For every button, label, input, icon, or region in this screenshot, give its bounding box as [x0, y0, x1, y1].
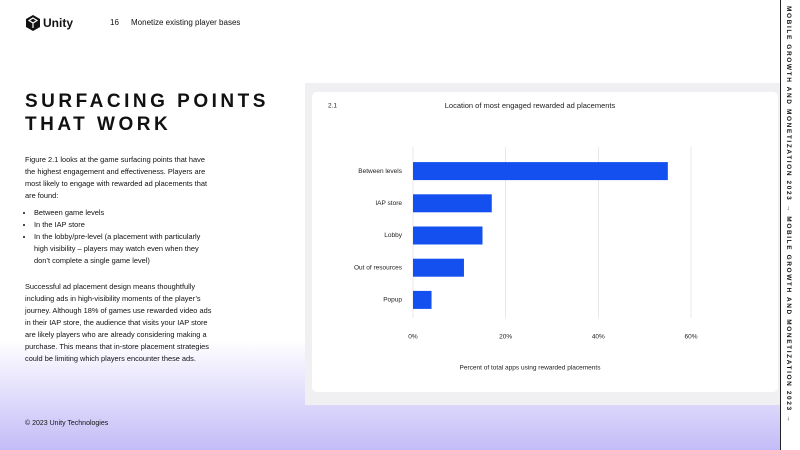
divider	[780, 0, 781, 450]
bar	[413, 258, 464, 277]
heading: SURFACING POINTS THAT WORK	[25, 90, 269, 136]
section-title: Monetize existing player bases	[131, 18, 241, 27]
bar	[413, 162, 668, 181]
body-text: Successful ad placement design means tho…	[25, 282, 212, 363]
x-axis-label: Percent of total apps using rewarded pla…	[460, 365, 602, 372]
category-label: Lobby	[384, 232, 402, 239]
x-tick-label: 40%	[592, 334, 605, 341]
chart: 2.1 Location of most engaged rewarded ad…	[328, 101, 698, 372]
x-tick-label: 20%	[499, 334, 512, 341]
logo-icon	[26, 15, 40, 31]
chart-title: Location of most engaged rewarded ad pla…	[445, 101, 616, 110]
bar	[413, 290, 432, 309]
x-tick-label: 60%	[684, 334, 697, 341]
chart-card: 2.1 Location of most engaged rewarded ad…	[312, 92, 778, 392]
x-tick-label: 0%	[408, 334, 418, 341]
category-label: Between levels	[358, 168, 402, 175]
category-label: Out of resources	[354, 264, 403, 271]
side-banner: MOBILE GROWTH AND MONETIZATION 2023 → MO…	[785, 6, 792, 424]
bar	[413, 194, 492, 213]
bar	[413, 226, 483, 245]
bullet: Between game levels	[34, 207, 213, 219]
intro: Figure 2.1 looks at the game surfacing p…	[25, 155, 207, 200]
text-column: Figure 2.1 looks at the game surfacing p…	[25, 154, 213, 365]
category-label: Popup	[383, 297, 402, 304]
bullet: In the IAP store	[34, 219, 213, 231]
heading-line: SURFACING POINTS	[25, 91, 269, 112]
brand: Unity	[43, 16, 73, 30]
figure-number: 2.1	[328, 103, 337, 110]
bullet-list: Between game levels In the IAP store In …	[25, 207, 213, 267]
footer: © 2023 Unity Technologies	[25, 420, 109, 427]
bullet: In the lobby/pre-level (a placement with…	[34, 231, 213, 267]
heading-line: THAT WORK	[25, 114, 172, 135]
page-number: 16	[110, 18, 119, 27]
category-label: IAP store	[375, 200, 402, 207]
